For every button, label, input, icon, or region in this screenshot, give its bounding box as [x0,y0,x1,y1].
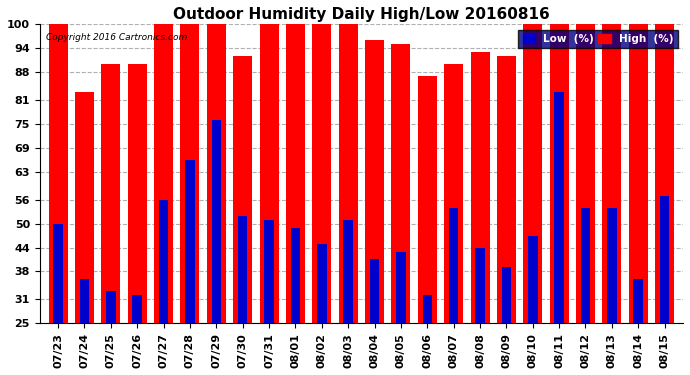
Bar [238,216,248,323]
Bar [417,76,437,323]
Bar [132,296,142,323]
Bar [502,267,511,323]
Bar [106,291,116,323]
Bar [607,208,617,323]
Bar [128,64,147,323]
Bar [207,24,226,323]
Bar [286,24,305,323]
Bar [576,24,595,323]
Bar [365,40,384,323]
Legend: Low  (%), High  (%): Low (%), High (%) [518,30,678,48]
Bar [154,24,173,323]
Bar [449,208,458,323]
Bar [581,208,590,323]
Bar [523,24,542,323]
Bar [101,64,120,323]
Bar [48,24,68,323]
Bar [159,200,168,323]
Bar [344,220,353,323]
Bar [185,160,195,323]
Bar [655,24,674,323]
Bar [633,279,643,323]
Bar [212,120,221,323]
Bar [391,44,411,323]
Bar [475,248,485,323]
Bar [53,224,63,323]
Bar [313,24,331,323]
Bar [554,92,564,323]
Bar [422,296,432,323]
Bar [660,196,669,323]
Bar [290,228,300,323]
Bar [259,24,279,323]
Bar [264,220,274,323]
Bar [317,243,326,323]
Bar [339,24,357,323]
Text: Copyright 2016 Cartronics.com: Copyright 2016 Cartronics.com [46,33,188,42]
Bar [550,24,569,323]
Bar [471,53,489,323]
Bar [629,24,648,323]
Title: Outdoor Humidity Daily High/Low 20160816: Outdoor Humidity Daily High/Low 20160816 [173,7,550,22]
Bar [528,236,538,323]
Bar [602,24,622,323]
Bar [370,260,380,323]
Bar [396,252,406,323]
Bar [233,56,253,323]
Bar [444,64,463,323]
Bar [497,56,516,323]
Bar [75,92,94,323]
Bar [181,24,199,323]
Bar [80,279,89,323]
